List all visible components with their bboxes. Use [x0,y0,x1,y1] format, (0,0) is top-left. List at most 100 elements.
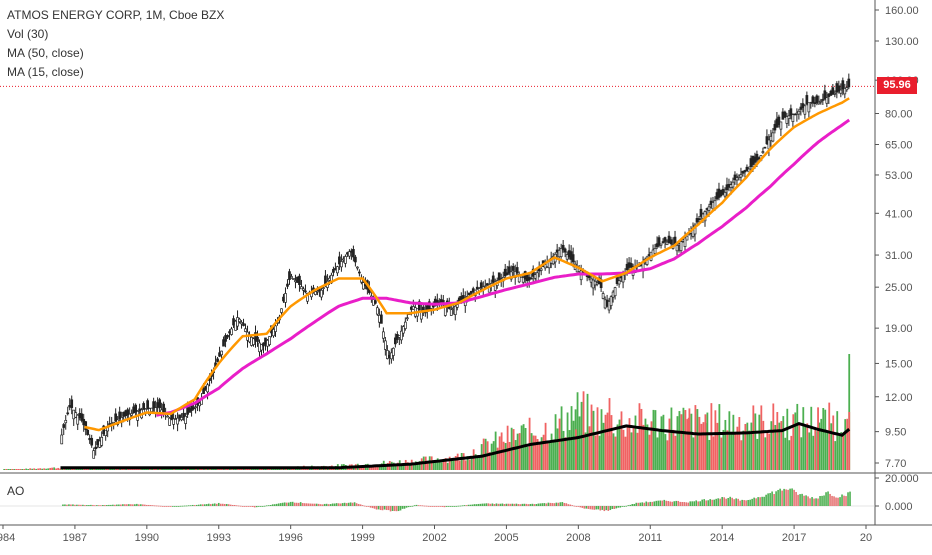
candle-body [743,170,747,173]
ao-bar [645,501,648,506]
ao-bar [799,494,801,506]
candle-body [609,296,613,306]
candle-body [431,305,435,308]
candle-body [256,336,259,342]
ao-bar [509,503,512,506]
candle-body [84,421,88,430]
ao-bar [595,506,598,510]
ao-bar [223,503,226,506]
ao-bar [747,499,749,506]
volume-bar [622,429,625,470]
volume-bar [618,419,621,470]
ao-bar [98,505,100,506]
candle-body [735,177,739,181]
ao-bar [717,498,719,506]
candle-body [206,384,209,393]
candle-body [707,206,711,211]
ao-bar [187,505,190,507]
volume-bar [820,418,823,470]
ao-bar [827,491,829,506]
ao-bar [144,504,146,506]
candle-body [739,174,743,178]
ao-bar [275,503,278,506]
price-tick-label: 7.70 [885,458,906,470]
ao-bar [693,501,696,506]
candle-body [825,97,829,104]
candle-body [66,412,70,415]
ao-bar [229,504,232,506]
volume-bar [538,441,541,470]
ao-bar [243,506,246,507]
price-tick-label: 80.00 [885,108,913,120]
ao-bar [779,488,781,506]
candle-body [771,132,775,142]
candle-body [665,241,669,246]
ao-bar [263,505,266,507]
ao-bar [247,506,250,507]
volume-bar [672,429,675,470]
ao-bar [367,506,370,507]
candle-body [819,100,823,103]
volume-bar [654,410,657,470]
ao-bar [383,506,386,510]
volume-bar [444,458,447,470]
candle-body [535,272,539,282]
volume-bar [362,466,365,470]
volume-bar [640,408,643,470]
ao-bar [771,491,773,506]
ao-bar [397,506,400,512]
ao-bar [146,504,148,506]
ao-bar [72,504,74,506]
volume-bar [3,469,6,470]
volume-bar [604,414,607,470]
candle-body [380,314,383,324]
volume-bar [710,403,713,470]
volume-bar [638,403,641,470]
ao-bar [423,505,426,507]
volume-bar [5,469,8,470]
ao-bar [537,503,540,506]
ao-bar [649,501,652,506]
ao-bar [90,504,92,506]
ao-bar [825,492,827,506]
ao-bar [665,500,668,506]
ao-bar [733,499,735,506]
ao-bar [201,504,204,506]
candle-body [142,403,145,410]
candle-body [761,151,765,154]
candle-body [613,287,617,297]
ao-bar [311,503,314,506]
ao-bar [527,504,530,506]
volume-bar [600,409,603,470]
ao-bar [695,500,698,506]
volume-bar [243,468,245,470]
volume-bar [470,455,473,470]
ao-bar [80,504,82,506]
volume-bar [658,430,661,470]
candle-body [104,429,108,436]
volume-bar [626,425,629,470]
volume-bar [544,422,547,470]
volume-bar [738,417,741,470]
candle-body [392,347,395,356]
candle-body [184,415,187,424]
candle-body [336,266,339,274]
ao-bar [349,502,352,506]
ao-bar [425,505,428,507]
ao-bar [451,506,454,507]
ao-bar [469,504,472,506]
ao-bar [411,505,414,507]
candle-body [80,413,84,421]
candle-body [845,87,849,91]
candle-body [559,248,563,258]
ao-bar [569,504,572,506]
volume-bar [792,414,795,470]
volume-bar [452,460,455,470]
volume-bar [358,466,361,470]
volume-bar [752,405,755,470]
price-tick-label: 19.00 [885,323,913,335]
volume-bar [772,403,775,470]
volume-bar [696,409,699,470]
